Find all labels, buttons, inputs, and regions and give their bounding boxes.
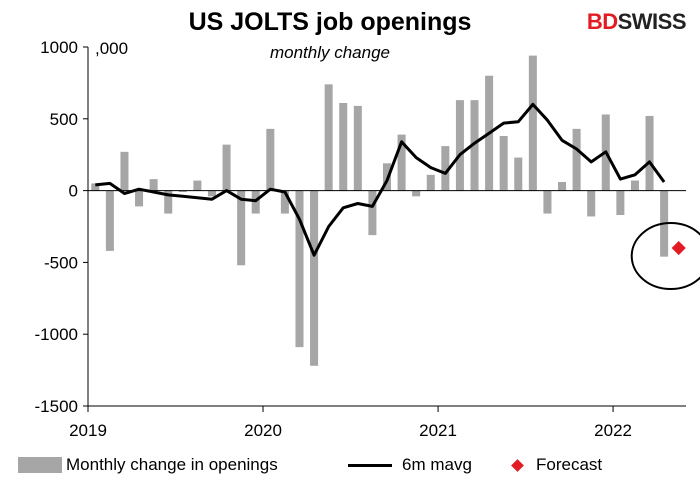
legend-label-line: 6m mavg — [402, 455, 472, 474]
y-axis-unit-label: ,000 — [95, 39, 128, 58]
bar — [237, 190, 246, 266]
bar — [528, 55, 537, 191]
chart-title: US JOLTS job openings — [188, 8, 472, 36]
bar — [193, 180, 202, 191]
forecast-point — [671, 240, 686, 256]
x-tick-label: 2021 — [419, 421, 457, 440]
bar — [397, 134, 406, 191]
bar — [310, 190, 319, 366]
legend-item-bars: Monthly change in openings — [18, 455, 278, 475]
chart-plot: 1000 500 0 -500 -1000 -1500 ,000 2019 2020 2021 20… — [35, 38, 700, 440]
bar — [368, 190, 377, 236]
bar — [572, 128, 581, 191]
bar — [616, 190, 625, 216]
brand-logo-part1: BD — [586, 9, 618, 34]
y-tick-label: -500 — [44, 253, 78, 272]
y-tick-label: 1000 — [40, 38, 78, 57]
chart-subtitle: monthly change — [269, 43, 391, 62]
bar — [149, 179, 158, 191]
bar — [105, 190, 114, 251]
bar — [470, 100, 479, 191]
bar — [353, 105, 362, 191]
forecast-circle-annotation — [630, 222, 700, 291]
legend-swatch-line — [348, 463, 392, 467]
bar — [91, 183, 100, 191]
bar — [587, 190, 596, 217]
bar — [135, 190, 144, 207]
x-tick-label: 2022 — [594, 421, 632, 440]
bar — [426, 174, 435, 191]
bar — [543, 190, 552, 214]
bar — [499, 136, 508, 191]
x-tick-label: 2019 — [69, 421, 107, 440]
brand-logo: BDSWISS — [586, 9, 687, 35]
y-tick-label: 0 — [69, 182, 78, 201]
bar — [645, 115, 654, 191]
bar — [164, 190, 173, 214]
bar — [558, 181, 567, 191]
bar — [324, 84, 333, 191]
bar — [207, 190, 216, 197]
y-tick-label: -1000 — [35, 325, 78, 344]
bar — [339, 103, 348, 191]
bar — [266, 128, 275, 191]
legend-swatch-bars — [18, 457, 62, 473]
y-tick-label: 500 — [50, 110, 78, 129]
bar — [441, 146, 450, 191]
bar — [514, 157, 523, 191]
chart-legend: Monthly change in openings 6m mavg Forec… — [18, 455, 688, 479]
bar — [222, 144, 231, 191]
bar — [178, 190, 187, 193]
bar — [630, 180, 639, 191]
legend-item-forecast: Forecast — [493, 455, 602, 475]
legend-label-bars: Monthly change in openings — [66, 455, 278, 474]
legend-item-line: 6m mavg — [348, 455, 472, 475]
bar — [280, 190, 289, 214]
legend-label-forecast: Forecast — [536, 455, 603, 474]
y-tick-label: -1500 — [35, 397, 78, 416]
bar — [295, 190, 304, 348]
mavg-line — [95, 102, 666, 257]
bar — [412, 190, 421, 197]
bar — [120, 151, 129, 191]
x-tick-label: 2020 — [244, 421, 282, 440]
legend-swatch-forecast — [511, 458, 524, 472]
bar — [455, 100, 464, 191]
brand-logo-part2: SWISS — [617, 9, 687, 34]
